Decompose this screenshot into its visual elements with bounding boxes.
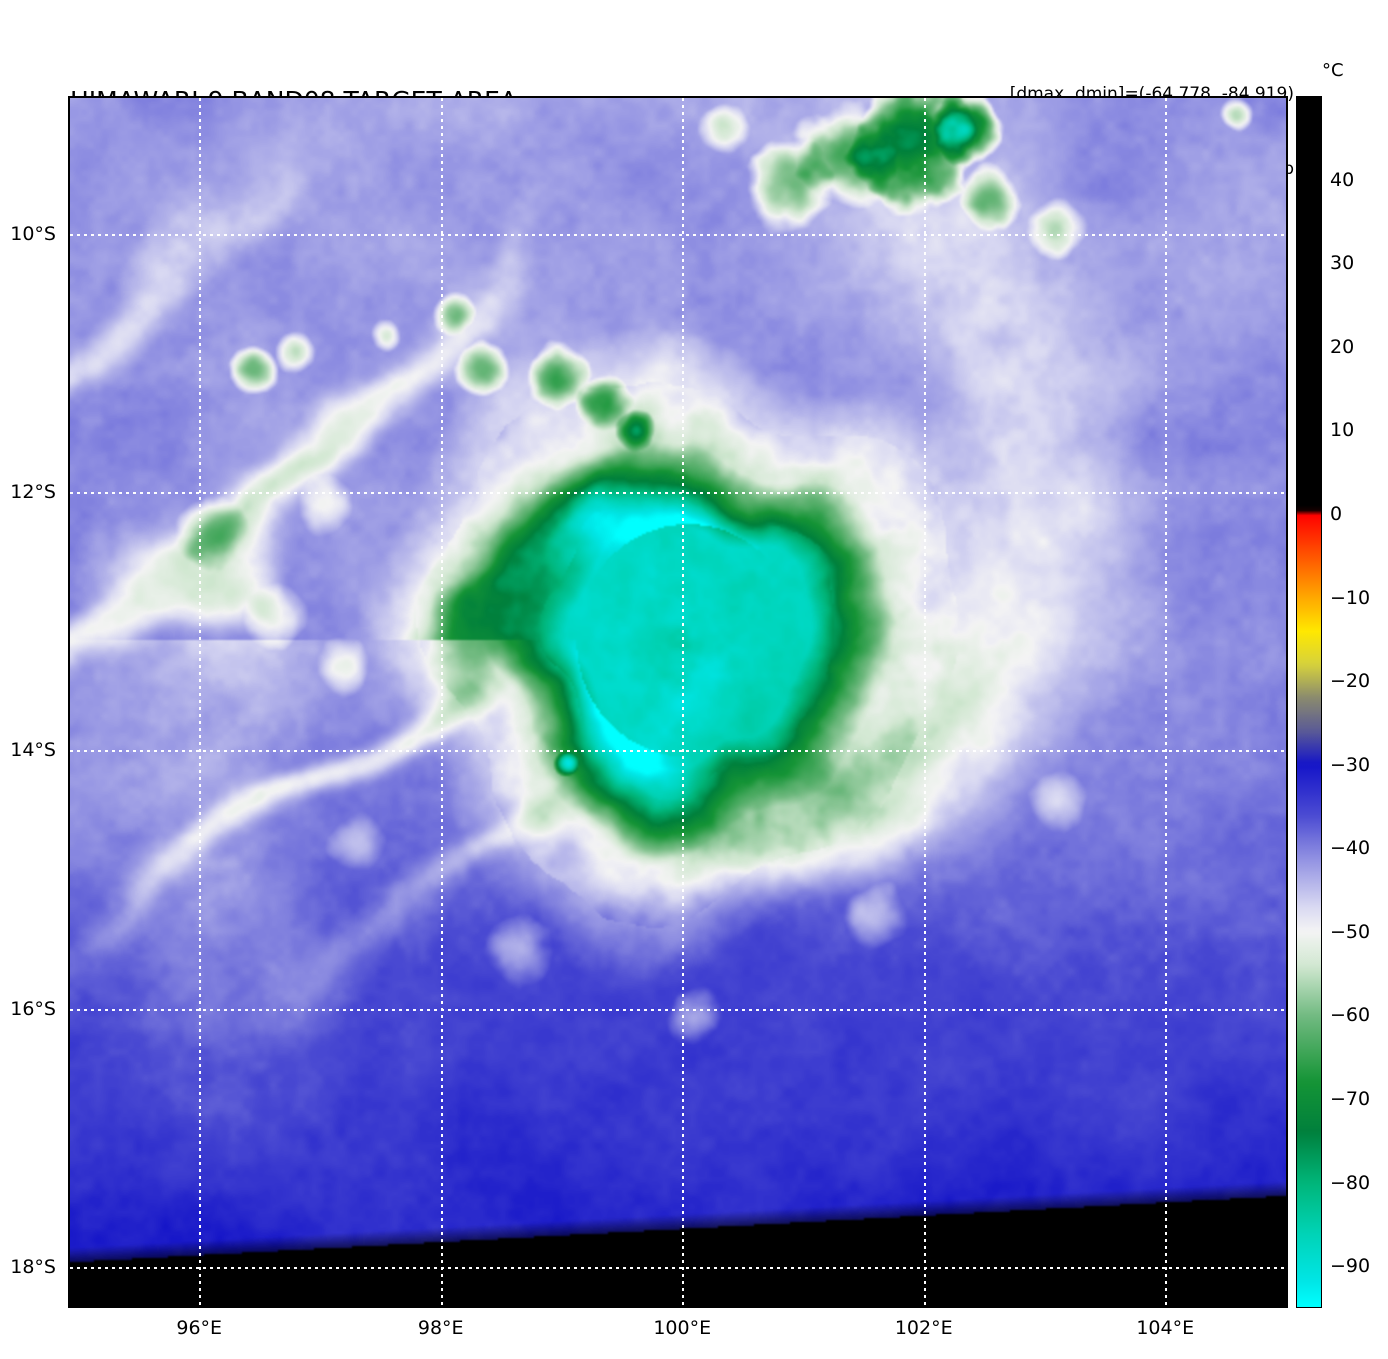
colorbar-tick-label: −20	[1330, 670, 1371, 693]
colorbar-tick-label: 30	[1330, 252, 1355, 275]
latitude-tick-label: 10°S	[10, 222, 56, 245]
colorbar-tick-label: −50	[1330, 920, 1371, 943]
colorbar-gradient	[1296, 96, 1322, 1308]
latitude-tick-label: 14°S	[10, 739, 56, 762]
colorbar-tick-label: 40	[1330, 168, 1355, 191]
copyright-notice: Copyright © 2020-2025 Dapiya	[80, 1319, 420, 1341]
colorbar-tick-label: 20	[1330, 335, 1355, 358]
colorbar-unit-label: °C	[1322, 60, 1344, 81]
colorbar-tick-label: −70	[1330, 1088, 1371, 1111]
longitude-tick-label: 104°E	[1136, 1317, 1195, 1339]
longitude-tick-label: 96°E	[176, 1317, 223, 1339]
satellite-imagery-canvas	[70, 98, 1286, 1306]
colorbar-tick-label: 10	[1330, 419, 1355, 442]
latitude-tick-label: 18°S	[10, 1256, 56, 1279]
colorbar-tick-label: 0	[1330, 502, 1343, 525]
colorbar-tick-label: −30	[1330, 753, 1371, 776]
colorbar-tick-label: −60	[1330, 1004, 1371, 1027]
longitude-tick-label: 98°E	[417, 1317, 464, 1339]
latitude-tick-label: 12°S	[10, 481, 56, 504]
satellite-image-plot	[68, 96, 1288, 1308]
longitude-tick-label: 100°E	[653, 1317, 712, 1339]
colorbar-tick-label: −80	[1330, 1171, 1371, 1194]
longitude-tick-label: 102°E	[894, 1317, 953, 1339]
latitude-tick-label: 16°S	[10, 997, 56, 1020]
colorbar-tick-label: −10	[1330, 586, 1371, 609]
colorbar-tick-label: −90	[1330, 1255, 1371, 1278]
colorbar	[1296, 96, 1322, 1308]
colorbar-tick-label: −40	[1330, 837, 1371, 860]
